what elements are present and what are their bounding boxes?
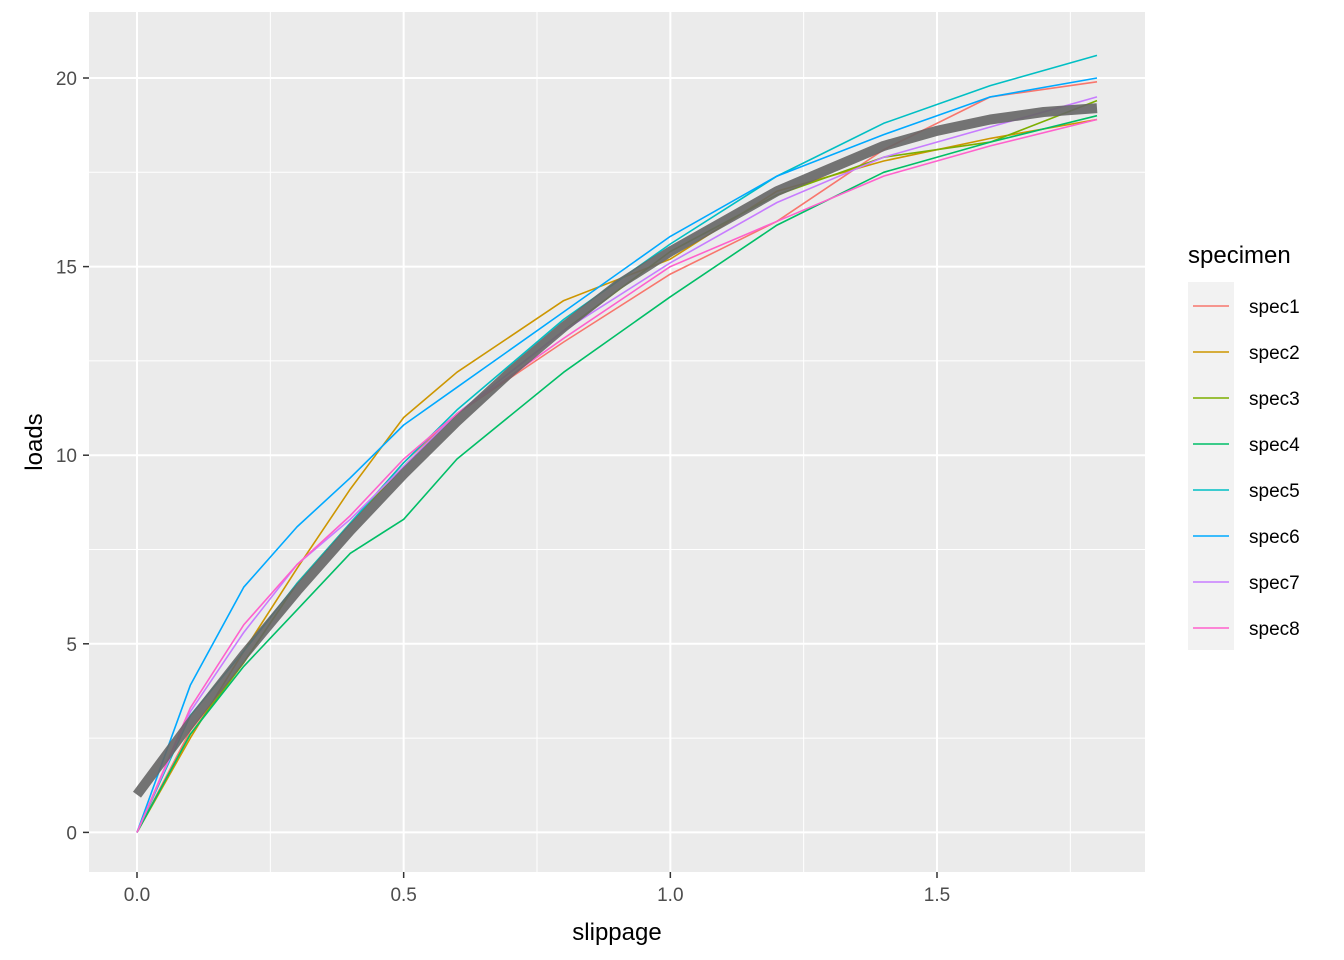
x-axis: 0.0 0.5 1.0 1.5 xyxy=(124,872,950,906)
y-tick-label: 20 xyxy=(56,69,77,90)
legend-label-spec4: spec4 xyxy=(1249,435,1300,456)
legend-label-spec2: spec2 xyxy=(1249,343,1300,364)
minor-gridlines xyxy=(89,12,1145,872)
legend-label-spec7: spec7 xyxy=(1249,573,1300,594)
y-axis-title: loads xyxy=(21,413,48,470)
panel-background xyxy=(89,12,1145,872)
x-tick-label: 1.5 xyxy=(924,885,950,906)
x-axis-title: slippage xyxy=(572,919,661,946)
legend-label-spec1: spec1 xyxy=(1249,297,1300,318)
legend-label-spec5: spec5 xyxy=(1249,481,1300,502)
y-tick-label: 0 xyxy=(66,823,77,844)
legend-title: specimen xyxy=(1188,242,1291,269)
legend-items: spec1 spec2 spec3 spec4 spec5 spec6 spec7 spec8 xyxy=(1193,297,1300,640)
fit-line xyxy=(132,103,1098,798)
y-tick-label: 15 xyxy=(56,258,77,279)
legend-label-spec6: spec6 xyxy=(1249,527,1300,548)
x-tick-label: 0.5 xyxy=(390,885,416,906)
fit-line-layer xyxy=(132,103,1098,798)
x-tick-label: 0.0 xyxy=(124,885,150,906)
y-axis: 0 5 10 15 20 xyxy=(56,69,89,844)
legend-label-spec8: spec8 xyxy=(1249,619,1300,640)
legend: specimen spec1spec2spec3spec4spec5spec6s… xyxy=(1188,242,1300,650)
y-tick-label: 5 xyxy=(66,635,77,656)
y-tick-label: 10 xyxy=(56,446,77,467)
series-line-spec8 xyxy=(136,118,1098,833)
legend-label-spec3: spec3 xyxy=(1249,389,1300,410)
x-tick-label: 1.0 xyxy=(657,885,683,906)
series-line-spec4 xyxy=(136,114,1098,833)
legend-key-background xyxy=(1188,282,1234,650)
series-line-spec6 xyxy=(136,77,1098,833)
